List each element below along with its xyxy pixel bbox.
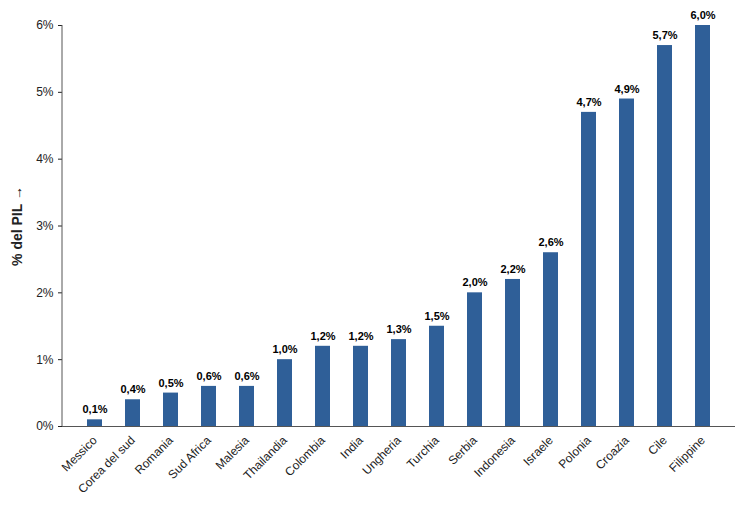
svg-text:4%: 4% bbox=[36, 152, 54, 166]
svg-text:Filippine: Filippine bbox=[666, 433, 708, 475]
svg-text:Romania: Romania bbox=[132, 433, 176, 478]
svg-text:Thailandia: Thailandia bbox=[241, 433, 290, 482]
svg-text:Corea del sud: Corea del sud bbox=[75, 433, 138, 496]
svg-text:0%: 0% bbox=[36, 419, 54, 433]
svg-text:3%: 3% bbox=[36, 219, 54, 233]
svg-text:6,0%: 6,0% bbox=[690, 9, 715, 21]
svg-text:Indonesia: Indonesia bbox=[471, 433, 518, 480]
svg-text:0,6%: 0,6% bbox=[234, 370, 259, 382]
svg-text:Polonia: Polonia bbox=[556, 433, 594, 471]
svg-text:Israele: Israele bbox=[520, 433, 556, 469]
svg-text:1,5%: 1,5% bbox=[424, 310, 449, 322]
svg-text:Sud Africa: Sud Africa bbox=[165, 433, 214, 482]
svg-text:0,6%: 0,6% bbox=[196, 370, 221, 382]
svg-text:1%: 1% bbox=[36, 353, 54, 367]
svg-text:2,6%: 2,6% bbox=[538, 236, 563, 248]
svg-text:0,1%: 0,1% bbox=[82, 403, 107, 415]
svg-text:0,5%: 0,5% bbox=[158, 377, 183, 389]
svg-text:India: India bbox=[338, 433, 367, 462]
svg-text:Croazia: Croazia bbox=[593, 433, 632, 472]
svg-text:5%: 5% bbox=[36, 85, 54, 99]
svg-text:Serbia: Serbia bbox=[445, 433, 480, 468]
svg-text:% del PIL →: % del PIL → bbox=[9, 186, 25, 266]
svg-text:1,3%: 1,3% bbox=[386, 323, 411, 335]
svg-text:Malesia: Malesia bbox=[212, 433, 252, 473]
svg-text:1,2%: 1,2% bbox=[348, 330, 373, 342]
svg-text:Colombia: Colombia bbox=[282, 433, 328, 479]
svg-text:1,2%: 1,2% bbox=[310, 330, 335, 342]
svg-text:2%: 2% bbox=[36, 286, 54, 300]
svg-text:2,0%: 2,0% bbox=[462, 276, 487, 288]
svg-text:1,0%: 1,0% bbox=[272, 343, 297, 355]
svg-text:5,7%: 5,7% bbox=[652, 29, 677, 41]
svg-text:0,4%: 0,4% bbox=[120, 383, 145, 395]
svg-text:4,7%: 4,7% bbox=[576, 96, 601, 108]
svg-text:Messico: Messico bbox=[58, 433, 100, 475]
svg-text:4,9%: 4,9% bbox=[614, 83, 639, 95]
svg-text:Cile: Cile bbox=[645, 433, 670, 458]
svg-text:2,2%: 2,2% bbox=[500, 263, 525, 275]
svg-text:6%: 6% bbox=[36, 18, 54, 32]
svg-text:Turchia: Turchia bbox=[404, 433, 442, 471]
svg-text:Ungheria: Ungheria bbox=[359, 433, 404, 478]
